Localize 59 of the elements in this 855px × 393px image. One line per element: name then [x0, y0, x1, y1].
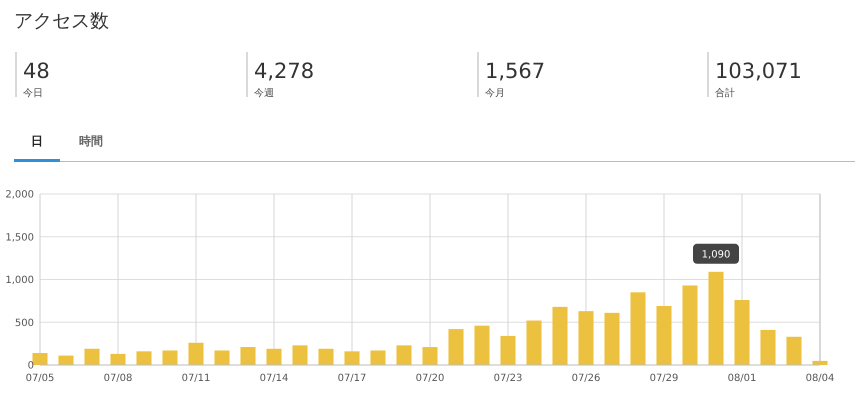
x-tick-label: 07/08	[104, 373, 132, 384]
bar	[682, 285, 698, 365]
x-tick-label: 07/26	[572, 373, 600, 384]
x-tick-label: 07/14	[260, 373, 288, 384]
bar	[526, 320, 542, 365]
text: 1,567	[485, 59, 546, 83]
bar	[162, 350, 178, 365]
bar	[84, 348, 100, 365]
bar	[136, 351, 152, 365]
bar	[500, 336, 516, 365]
x-tick-label: 08/04	[806, 373, 834, 384]
bar	[734, 300, 750, 365]
bar	[630, 292, 646, 365]
y-tick-label: 1,500	[5, 232, 34, 244]
x-tick-label: 07/20	[416, 373, 444, 384]
bar	[422, 347, 438, 365]
bar	[656, 306, 672, 365]
bar	[188, 342, 204, 365]
bar	[396, 345, 412, 365]
bar	[370, 350, 386, 365]
bar	[760, 330, 776, 365]
x-tick-label: 07/11	[182, 373, 210, 384]
bar	[448, 329, 464, 365]
x-tick-label: 07/29	[650, 373, 678, 384]
text: 今日	[23, 87, 43, 99]
text: 今週	[254, 87, 274, 99]
bar	[578, 311, 594, 365]
text: 103,071	[715, 59, 802, 83]
bar	[240, 347, 256, 365]
text: 今月	[485, 87, 505, 99]
bar	[266, 348, 282, 365]
text: 時間	[79, 134, 103, 148]
text: 48	[23, 59, 50, 83]
bar	[214, 350, 230, 365]
text: アクセス数	[14, 10, 109, 32]
y-tick-label: 0	[28, 360, 34, 372]
annotation: 1,090	[702, 249, 730, 260]
x-tick-label: 08/01	[728, 373, 756, 384]
bar	[786, 336, 802, 365]
y-tick-label: 1,000	[5, 275, 34, 286]
bar	[292, 345, 308, 365]
bar	[552, 306, 568, 365]
bar	[708, 272, 724, 365]
text: 合計	[715, 87, 735, 99]
bar	[58, 356, 74, 365]
bar	[318, 348, 334, 365]
bar	[344, 351, 360, 365]
bar	[110, 354, 126, 365]
bar	[604, 312, 620, 365]
bar	[32, 353, 48, 365]
bar	[812, 360, 828, 365]
text: 日	[31, 134, 43, 148]
text: 4,278	[254, 59, 314, 83]
y-tick-label: 500	[14, 318, 34, 329]
bar	[474, 326, 490, 365]
x-tick-label: 07/17	[338, 373, 366, 384]
x-tick-label: 07/23	[494, 373, 522, 384]
y-tick-label: 2,000	[5, 190, 34, 200]
x-tick-label: 07/05	[26, 373, 54, 384]
